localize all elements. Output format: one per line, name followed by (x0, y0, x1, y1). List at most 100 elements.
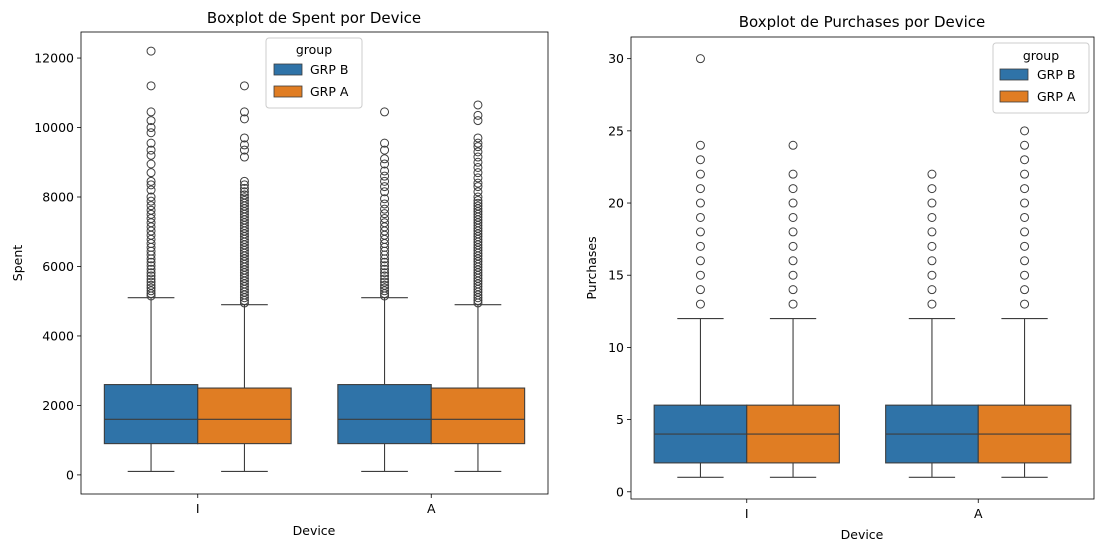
outlier-point (146, 176, 156, 186)
iqr-box (103, 384, 199, 445)
outlier-point (380, 182, 390, 192)
outlier-point (146, 271, 156, 281)
outlier-point (380, 257, 390, 267)
iqr-box (430, 387, 526, 445)
outlier-point (473, 116, 483, 126)
outlier-point (239, 107, 249, 117)
legend-title: group (1023, 48, 1059, 63)
y-tick-label: 4000 (42, 328, 74, 343)
outlier-point (473, 152, 483, 162)
outlier-point (927, 299, 937, 309)
outlier-point (146, 261, 156, 271)
outlier-point (473, 142, 483, 152)
y-ticks: 0 5 10 15 20 25 30 (608, 51, 631, 499)
y-tick-label: 10 (608, 340, 624, 355)
outlier-point (473, 110, 483, 120)
outlier-point (146, 46, 156, 56)
boxplot-marks (103, 46, 526, 472)
outlier-point (380, 271, 390, 281)
outlier-point (473, 178, 483, 188)
legend: group GRP B GRP A (265, 37, 363, 109)
y-tick-label: 20 (608, 196, 624, 211)
outlier-point (695, 54, 705, 64)
legend: group GRP B GRP A (992, 42, 1090, 114)
outlier-point (927, 256, 937, 266)
outlier-point (380, 154, 390, 164)
outlier-point (146, 168, 156, 178)
y-ticks: 0 2000 4000 6000 8000 10000 12000 (34, 51, 81, 482)
y-tick-label: 25 (608, 123, 624, 138)
outlier-point (380, 176, 390, 186)
outlier-point (473, 182, 483, 192)
outlier-point (239, 152, 249, 162)
outlier-point (146, 274, 156, 284)
outlier-point (695, 285, 705, 295)
outlier-point (380, 261, 390, 271)
y-tick-label: 30 (608, 51, 624, 66)
outlier-point (788, 241, 798, 251)
outlier-point (788, 184, 798, 194)
outlier-point (146, 192, 156, 202)
outlier-point (146, 128, 156, 138)
outlier-point (473, 195, 483, 205)
outlier-point (473, 192, 483, 202)
box-grp-b-a (885, 169, 979, 478)
outlier-point (146, 283, 156, 293)
outlier-point (380, 277, 390, 287)
outlier-point (788, 212, 798, 222)
outlier-point (473, 168, 483, 178)
y-tick-label: 10000 (34, 120, 74, 135)
outlier-point (788, 140, 798, 150)
y-tick-label: 5 (616, 412, 624, 427)
outlier-point (146, 180, 156, 190)
outlier-point (473, 157, 483, 167)
outlier-point (1020, 212, 1030, 222)
outlier-point (788, 198, 798, 208)
outlier-point (695, 299, 705, 309)
box-grp-b-i (653, 54, 748, 478)
outlier-point (380, 204, 390, 214)
outlier-point (473, 147, 483, 157)
outlier-point (380, 286, 390, 296)
outlier-point (927, 198, 937, 208)
outlier-point (146, 286, 156, 296)
box-grp-a-i (746, 140, 840, 478)
outlier-point (380, 214, 390, 224)
outlier-point (146, 280, 156, 290)
chart-title: Boxplot de Spent por Device (207, 9, 421, 27)
outlier-point (695, 169, 705, 179)
outlier-point (1020, 155, 1030, 165)
outlier-point (380, 194, 390, 204)
y-tick-label: 2000 (42, 398, 74, 413)
outlier-point (788, 169, 798, 179)
boxplot-marks (653, 54, 1072, 478)
legend-swatch-grp-a (999, 90, 1029, 103)
outlier-point (380, 283, 390, 293)
legend-label-grp-a: GRP A (310, 84, 349, 99)
x-tick-label: I (196, 501, 200, 516)
x-axis-label: Device (841, 527, 884, 542)
outlier-point (146, 145, 156, 155)
outlier-point (473, 173, 483, 183)
outlier-point (1020, 256, 1030, 266)
outlier-point (380, 218, 390, 228)
outlier-point (695, 241, 705, 251)
outlier-point (380, 187, 390, 197)
outlier-point (239, 145, 249, 155)
box-grp-a-a (430, 100, 526, 472)
outlier-point (239, 81, 249, 91)
x-tick-label: I (745, 506, 749, 521)
outlier-point (239, 176, 249, 186)
outlier-point (1020, 241, 1030, 251)
y-tick-label: 6000 (42, 259, 74, 274)
x-tick-label: A (427, 501, 436, 516)
chart-title: Boxplot de Purchases por Device (739, 13, 986, 31)
outlier-point (1020, 126, 1030, 136)
outlier-point (695, 184, 705, 194)
box-grp-a-a (977, 126, 1072, 478)
outlier-point (239, 187, 249, 197)
outlier-point (146, 277, 156, 287)
